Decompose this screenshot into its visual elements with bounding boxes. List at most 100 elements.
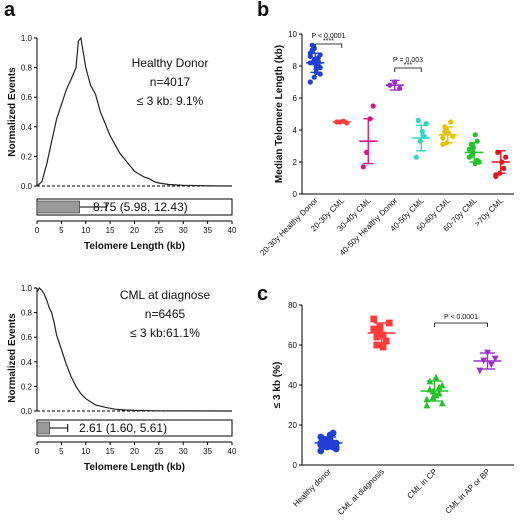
annotation-group: CML at diagnose [120,288,211,302]
y-tick-label: 8 [293,62,298,71]
panel-letter-a: a [4,0,16,21]
data-point [379,343,387,351]
data-point [311,74,317,80]
y-tick-label: 0.4 [21,123,33,132]
x-category-label: CML at diagnosis [336,467,386,517]
x-category-label: >70y CML [473,196,506,229]
data-point [329,429,337,437]
data-point [309,42,315,48]
x-tick-label: 40 [228,226,237,235]
distribution-line [36,36,233,187]
y-tick-label: 6 [293,94,298,103]
y-axis-label: Normalized Events [7,313,18,403]
data-point [423,401,431,409]
x-tick-label: 10 [81,447,90,456]
significance-label: P < 0.0001 [312,33,346,40]
y-tick-label: 60 [288,341,297,350]
panel-c-chart: ≤ 3 kb (%) P < 0.0001 0 20 40 60 80 Healthy d… [272,301,514,517]
y-tick-label: 0.0 [21,407,33,416]
data-point [379,331,387,339]
x-tick-label: 15 [106,226,115,235]
data-point [382,337,390,345]
y-tick-label: 20 [288,421,297,430]
data-point [440,135,446,141]
significance-label: P < 0.0001 [444,314,478,321]
data-point [468,153,474,159]
y-tick-label: 0.2 [21,152,33,161]
y-tick-label: 0.6 [21,93,33,102]
x-tick-label: 20 [130,226,139,235]
significance-bracket [394,67,422,72]
data-point [417,138,423,144]
data-point [438,399,446,407]
y-tick-label: 80 [288,301,297,310]
median-bar [36,200,80,214]
data-point [360,164,366,170]
x-tick-label: 40 [228,447,237,456]
panel-a-bottom-chart: Normalized Events Telomere Length (kb) C… [7,284,237,473]
significance-bracket [434,322,488,327]
x-tick-label: 25 [154,447,163,456]
panel-letter-c: c [257,283,268,305]
data-point [309,47,315,53]
annotation-short-fraction: ≤ 3 kb:61.1% [130,326,200,340]
data-point [466,146,472,152]
data-point [313,66,319,72]
x-tick-label: 15 [106,447,115,456]
x-tick-label: 35 [203,447,212,456]
y-tick-label: 2 [293,158,298,167]
panel-a-top-chart: Normalized Events Telomere Length (kb) H… [7,34,237,252]
data-point [376,327,384,335]
x-axis-label: Telomere Length (kb) [84,241,185,252]
data-point [370,103,376,109]
y-tick-label: 40 [288,381,297,390]
data-point [373,333,381,341]
data-point [370,315,378,323]
significance-bracket [314,43,343,48]
summary-text: 8.75 (5.98, 12.43) [93,200,188,214]
significance-stars: **** [323,38,334,45]
y-tick-label: 10 [288,30,297,39]
data-point [415,117,421,123]
data-point [501,165,507,171]
y-tick-label: 0 [293,461,298,470]
y-axis-label: ≤ 3 kb (%) [272,362,283,409]
x-tick-label: 0 [35,226,40,235]
summary-text: 2.61 (1.60, 5.61) [79,421,167,435]
y-tick-label: 0.8 [21,64,33,73]
y-tick-label: 1.0 [21,34,33,43]
data-point [470,145,476,151]
y-axis-label: Median Telomere Length (kb) [274,45,285,183]
panel-b-chart: Median Telomere Length (kb) P < 0.0001 *… [258,30,514,257]
annotation-group: Healthy Donor [132,56,209,70]
data-point [472,132,478,138]
x-tick-label: 5 [59,226,64,235]
median-bar [36,421,51,435]
y-tick-label: 4 [293,126,298,135]
y-tick-label: 0 [293,190,298,199]
data-point [435,383,443,391]
y-tick-label: 0.2 [21,382,33,391]
significance-stars: *** [404,62,412,69]
data-point [370,325,378,333]
data-point [503,154,509,160]
data-point [487,361,495,369]
panel-letter-b: b [257,0,269,21]
x-tick-label: 35 [203,226,212,235]
y-tick-label: 0.4 [21,358,33,367]
x-category-label: CML in CP [405,467,439,501]
x-category-label: CML in AP or BP [443,467,492,516]
x-tick-label: 25 [154,226,163,235]
data-point [491,355,499,363]
x-axis-label: Telomere Length (kb) [84,462,185,473]
x-tick-label: 30 [179,226,188,235]
x-tick-label: 5 [59,447,64,456]
annotation-short-fraction: ≤ 3 kb: 9.1% [137,94,204,108]
significance-label: P = 0.003 [393,57,423,64]
x-tick-label: 20 [130,447,139,456]
data-point [373,341,381,349]
annotation-n: n=4017 [150,75,191,89]
x-tick-label: 10 [81,226,90,235]
y-tick-label: 0.6 [21,333,33,342]
